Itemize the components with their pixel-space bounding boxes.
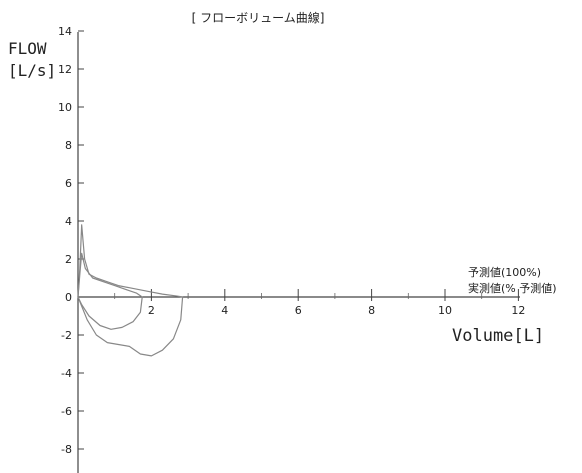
y-tick-label: 0 bbox=[65, 291, 72, 304]
y-tick-label: 10 bbox=[58, 101, 72, 114]
x-tick-label: 12 bbox=[511, 304, 525, 317]
x-tick-label: 8 bbox=[368, 304, 375, 317]
y-axis-label-flow: FLOW bbox=[8, 39, 47, 58]
chart-title: [ フローボリューム曲線] bbox=[192, 10, 325, 25]
x-axis-label: Volume[L] bbox=[452, 326, 544, 346]
y-tick-label: -4 bbox=[61, 367, 72, 380]
legend-entry-predicted: 予測値(100%) bbox=[468, 265, 541, 279]
y-tick-label: 2 bbox=[65, 253, 72, 266]
y-tick-label: -6 bbox=[61, 405, 72, 418]
legend-entry-measured: 実測値(% 予測値) bbox=[468, 281, 557, 295]
flow-volume-curve-secondary bbox=[77, 252, 143, 330]
y-axis-label-unit: [L/s] bbox=[8, 61, 56, 80]
y-tick-label: 12 bbox=[58, 63, 72, 76]
y-ticks: 14 12 10 8 6 4 2 0 -2 -4 -6 -8 bbox=[58, 25, 84, 456]
curves bbox=[77, 224, 184, 357]
y-tick-label: -2 bbox=[61, 329, 72, 342]
x-ticks: 2 4 6 8 10 12 bbox=[114, 289, 525, 317]
y-tick-label: -8 bbox=[61, 443, 72, 456]
y-tick-label: 6 bbox=[65, 177, 72, 190]
x-tick-label: 6 bbox=[295, 304, 302, 317]
x-tick-label: 4 bbox=[221, 304, 228, 317]
y-tick-label: 4 bbox=[65, 215, 72, 228]
x-tick-label: 2 bbox=[148, 304, 155, 317]
x-tick-label: 10 bbox=[438, 304, 452, 317]
y-tick-label: 14 bbox=[58, 25, 72, 38]
y-tick-label: 8 bbox=[65, 139, 72, 152]
